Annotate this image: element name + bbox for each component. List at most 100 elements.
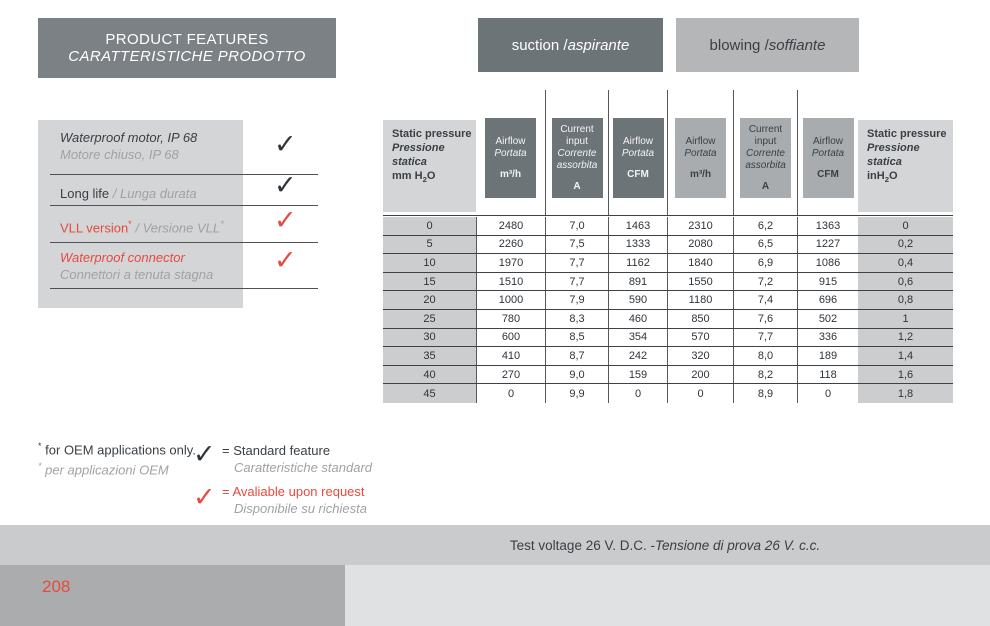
cell-airflow-m3h-suction: 1510 — [476, 272, 545, 291]
tab-blowing[interactable]: blowing / soffiante — [676, 18, 859, 72]
cell-current-suction: 8,3 — [545, 309, 608, 328]
asterisk-icon: * — [220, 219, 224, 229]
table-row: 40 270 9,0 159 200 8,2 118 1,6 — [383, 365, 953, 385]
col-label: Static pressure — [867, 128, 947, 140]
feature-waterproof-connector-it: Connettori a tenuta stagna — [60, 267, 214, 282]
standard-feature-it: Caratteristiche standard — [234, 460, 373, 475]
features-panel — [38, 120, 243, 308]
cell-current-suction: 9,9 — [545, 384, 608, 403]
table-row: 30 600 8,5 354 570 7,7 336 1,2 — [383, 328, 953, 348]
tab-suction[interactable]: suction / aspirante — [478, 18, 663, 72]
standard-feature-legend: = Standard feature Caratteristiche stand… — [222, 442, 372, 476]
col-label-it: Corrente assorbita — [745, 147, 786, 171]
cell-airflow-cfm-blowing: 915 — [797, 272, 858, 291]
col-label-it: Portata — [621, 147, 655, 159]
cell-airflow-cfm-suction: 0 — [608, 384, 667, 403]
cell-airflow-cfm-suction: 460 — [608, 309, 667, 328]
table-row: 5 2260 7,5 1333 2080 6,5 1227 0,2 — [383, 235, 953, 255]
cell-static-pressure-mm: 5 — [383, 235, 476, 254]
cell-airflow-cfm-blowing: 0 — [797, 384, 858, 403]
cell-airflow-m3h-suction: 410 — [476, 347, 545, 365]
col-unit: m³/h — [689, 168, 712, 180]
cell-airflow-cfm-blowing: 502 — [797, 309, 858, 328]
col-label-it: Portata — [494, 147, 527, 159]
cell-airflow-cfm-blowing: 1363 — [797, 217, 858, 235]
table-row: 35 410 8,7 242 320 8,0 189 1,4 — [383, 347, 953, 366]
feature-separator: / — [109, 186, 120, 201]
cell-airflow-m3h-suction: 780 — [476, 309, 545, 328]
cell-static-pressure-mm: 0 — [383, 217, 476, 235]
col-label: Current input — [560, 123, 594, 147]
feature-waterproof-motor-en: Waterproof motor, IP 68 — [60, 130, 198, 145]
col-label-it: Pressione statica — [867, 142, 920, 168]
asterisk-icon: * — [38, 461, 42, 472]
col-label-it: Portata — [811, 147, 845, 159]
tab-blowing-label-en: blowing / — [709, 36, 769, 54]
col-unit: CFM — [817, 168, 839, 180]
cell-static-pressure-mm: 45 — [383, 384, 476, 403]
cell-static-pressure-in: 1,6 — [858, 365, 953, 384]
standard-feature-en: = Standard feature — [222, 443, 331, 458]
test-voltage-text: Test voltage 26 V. D.C. - Tensione di pr… — [340, 525, 990, 565]
cell-airflow-m3h-blowing: 2310 — [667, 217, 733, 235]
cell-airflow-cfm-suction: 354 — [608, 328, 667, 347]
col-unit: m³/h — [499, 168, 522, 180]
col-unit: O — [889, 170, 898, 182]
cell-static-pressure-mm: 25 — [383, 309, 476, 328]
cell-airflow-cfm-suction: 1162 — [608, 254, 667, 272]
test-voltage-bar: Test voltage 26 V. D.C. - Tensione di pr… — [0, 525, 990, 565]
col-label: Airflow — [685, 135, 716, 147]
cell-static-pressure-in: 0,6 — [858, 272, 953, 291]
asterisk-icon: * — [128, 219, 132, 229]
checkmark-icon: ✓ — [193, 439, 216, 470]
feature-vll-version-it: Versione VLL — [142, 220, 221, 236]
cell-airflow-m3h-blowing: 320 — [667, 347, 733, 365]
col-header-airflow-cfm-suction: Airflow Portata CFM — [608, 90, 667, 215]
col-unit: A — [761, 180, 770, 192]
cell-static-pressure-in: 0 — [858, 217, 953, 235]
col-label-it: Pressione statica — [392, 142, 445, 168]
cell-static-pressure-in: 1,4 — [858, 347, 953, 365]
checkmark-red-icon: ✓ — [274, 245, 297, 276]
performance-table-header: Static pressure Pressione statica mm H2O… — [383, 90, 953, 216]
cell-airflow-cfm-blowing: 189 — [797, 347, 858, 365]
col-header-airflow-m3h-suction: Airflow Portata m³/h — [476, 90, 545, 215]
feature-long-life-it: Lunga durata — [120, 186, 197, 201]
cell-current-suction: 7,7 — [545, 254, 608, 272]
cell-static-pressure-in: 0,2 — [858, 235, 953, 254]
table-row: 45 0 9,9 0 0 8,9 0 1,8 — [383, 384, 953, 403]
cell-airflow-m3h-blowing: 1180 — [667, 291, 733, 309]
cell-current-blowing: 6,2 — [733, 217, 797, 235]
tab-blowing-label-it: soffiante — [768, 36, 826, 54]
feature-divider — [50, 242, 318, 243]
cell-airflow-m3h-suction: 1000 — [476, 291, 545, 309]
oem-footnote-it: per applicazioni OEM — [41, 462, 169, 478]
col-label: Airflow — [495, 135, 526, 147]
cell-airflow-cfm-suction: 891 — [608, 272, 667, 291]
cell-current-blowing: 6,9 — [733, 254, 797, 272]
table-row: 10 1970 7,7 1162 1840 6,9 1086 0,4 — [383, 254, 953, 273]
test-voltage-en: Test voltage 26 V. D.C. - — [509, 537, 655, 553]
cell-airflow-m3h-blowing: 570 — [667, 328, 733, 347]
cell-airflow-m3h-suction: 2480 — [476, 217, 545, 235]
cell-airflow-m3h-blowing: 200 — [667, 365, 733, 384]
feature-waterproof-motor: Waterproof motor, IP 68 Motore chiuso, I… — [60, 129, 197, 163]
cell-airflow-cfm-blowing: 1227 — [797, 235, 858, 254]
cell-current-suction: 7,5 — [545, 235, 608, 254]
cell-airflow-m3h-suction: 2260 — [476, 235, 545, 254]
available-on-request-it: Disponibile su richiesta — [234, 501, 367, 516]
col-unit: inH — [867, 170, 885, 182]
col-label: Current input — [748, 123, 783, 147]
checkmark-icon: ✓ — [274, 129, 297, 160]
cell-current-suction: 8,5 — [545, 328, 608, 347]
cell-airflow-cfm-suction: 159 — [608, 365, 667, 384]
col-header-static-pressure-mm: Static pressure Pressione statica mm H2O — [383, 90, 476, 215]
product-features-subtitle: CARATTERISTICHE PRODOTTO — [68, 48, 306, 65]
table-row: 0 2480 7,0 1463 2310 6,2 1363 0 — [383, 217, 953, 236]
cell-airflow-m3h-blowing: 2080 — [667, 235, 733, 254]
cell-current-blowing: 8,0 — [733, 347, 797, 365]
cell-current-blowing: 7,2 — [733, 272, 797, 291]
cell-current-blowing: 8,2 — [733, 365, 797, 384]
cell-current-suction: 7,0 — [545, 217, 608, 235]
footer-left-band — [0, 565, 345, 626]
